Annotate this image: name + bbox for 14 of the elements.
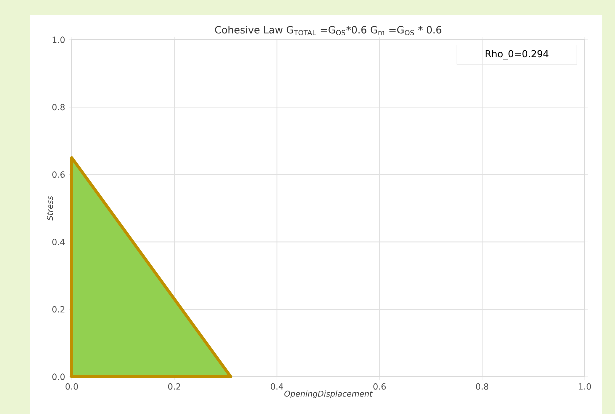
x-tick-label: 1.0 xyxy=(579,384,592,390)
x-tick-label: 0.0 xyxy=(66,384,78,390)
y-tick-label: 1.0 xyxy=(52,36,65,44)
y-tick-label: 0.2 xyxy=(52,306,65,313)
y-tick-label: 0.6 xyxy=(52,172,65,178)
chart-title: Cohesive Law G$_{TOTAL}$ =G$_{OS}$*0.6 G$_{m}$ =G$_{OS}$ * 0.6 xyxy=(215,26,442,36)
annotation: Rho_0=0.294 xyxy=(486,50,549,60)
y-tick-label: 0.0 xyxy=(52,374,65,380)
y-tick-label: 0.4 xyxy=(52,239,65,246)
y-tick-label: 0.8 xyxy=(52,104,65,111)
x-tick-label: 0.2 xyxy=(168,384,180,390)
x-tick-label: 0.8 xyxy=(476,384,489,390)
x-tick-label: 0.6 xyxy=(374,384,386,390)
x-tick-label: 0.4 xyxy=(271,384,284,390)
